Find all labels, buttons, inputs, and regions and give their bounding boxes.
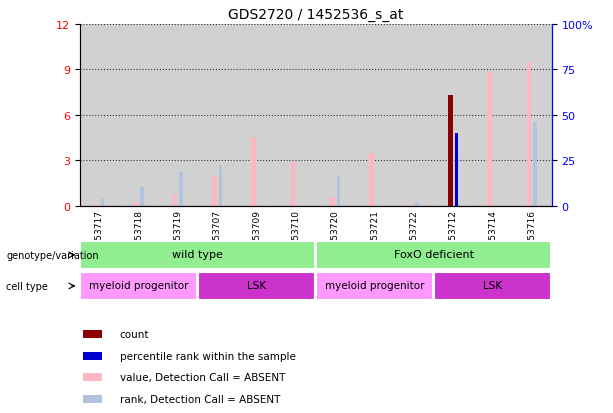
- Bar: [237, 25, 276, 206]
- Text: LSK: LSK: [483, 280, 502, 290]
- Bar: [369, 154, 374, 206]
- Bar: [394, 25, 434, 206]
- Bar: [415, 203, 419, 206]
- Bar: [527, 63, 531, 206]
- Bar: [158, 25, 198, 206]
- Bar: [119, 25, 158, 206]
- Bar: [276, 25, 316, 206]
- Bar: [83, 330, 102, 339]
- Text: rank, Detection Call = ABSENT: rank, Detection Call = ABSENT: [120, 394, 280, 404]
- Bar: [158, 25, 198, 206]
- Title: GDS2720 / 1452536_s_at: GDS2720 / 1452536_s_at: [228, 8, 403, 22]
- Bar: [473, 25, 512, 206]
- Bar: [434, 25, 473, 206]
- Bar: [276, 25, 316, 206]
- Bar: [80, 25, 119, 206]
- Bar: [455, 134, 458, 206]
- Text: percentile rank within the sample: percentile rank within the sample: [120, 351, 295, 361]
- Bar: [199, 272, 315, 300]
- Text: cell type: cell type: [6, 281, 48, 291]
- Bar: [197, 25, 237, 206]
- Bar: [80, 25, 119, 206]
- Bar: [197, 25, 237, 206]
- Bar: [330, 197, 335, 206]
- Text: wild type: wild type: [172, 249, 223, 259]
- Bar: [101, 199, 104, 206]
- Bar: [337, 176, 340, 206]
- Bar: [212, 176, 216, 206]
- Text: value, Detection Call = ABSENT: value, Detection Call = ABSENT: [120, 372, 285, 382]
- Text: myeloid progenitor: myeloid progenitor: [325, 280, 424, 290]
- Bar: [473, 25, 512, 206]
- Bar: [251, 138, 256, 206]
- Bar: [355, 25, 394, 206]
- Bar: [316, 25, 355, 206]
- Bar: [316, 241, 551, 269]
- Bar: [94, 204, 99, 206]
- Bar: [408, 204, 413, 206]
- Bar: [316, 25, 355, 206]
- Bar: [435, 272, 551, 300]
- Bar: [487, 73, 492, 206]
- Text: genotype/variation: genotype/variation: [6, 250, 99, 260]
- Text: count: count: [120, 330, 149, 339]
- Bar: [83, 352, 102, 360]
- Bar: [237, 25, 276, 206]
- Bar: [316, 272, 433, 300]
- Bar: [512, 25, 552, 206]
- Bar: [434, 25, 473, 206]
- Bar: [80, 241, 315, 269]
- Bar: [291, 163, 295, 206]
- Bar: [512, 25, 552, 206]
- Bar: [83, 373, 102, 381]
- Bar: [140, 188, 144, 206]
- Bar: [179, 173, 183, 206]
- Bar: [355, 25, 394, 206]
- Bar: [219, 166, 223, 206]
- Bar: [119, 25, 158, 206]
- Bar: [533, 123, 537, 206]
- Text: myeloid progenitor: myeloid progenitor: [89, 280, 188, 290]
- Bar: [133, 203, 138, 206]
- Bar: [83, 395, 102, 403]
- Bar: [448, 96, 452, 206]
- Bar: [80, 272, 197, 300]
- Text: LSK: LSK: [247, 280, 266, 290]
- Bar: [172, 195, 177, 206]
- Text: FoxO deficient: FoxO deficient: [394, 249, 474, 259]
- Bar: [394, 25, 434, 206]
